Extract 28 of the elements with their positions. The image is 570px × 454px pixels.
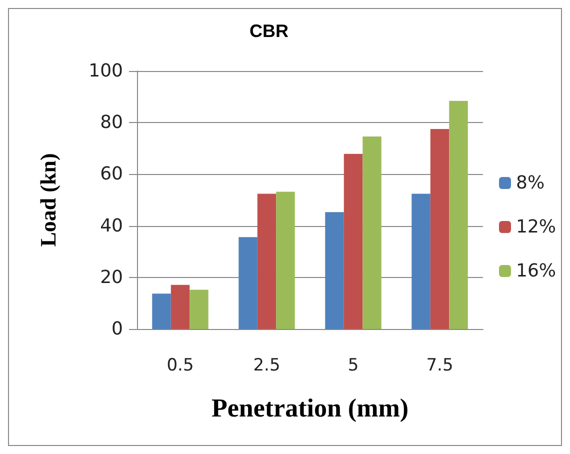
bar: [449, 100, 468, 329]
bar: [170, 284, 190, 329]
legend-label: 16%: [516, 260, 556, 282]
bar: [152, 294, 171, 329]
bar: [362, 136, 382, 329]
bar: [190, 290, 208, 329]
y-tick-label: 0: [112, 318, 123, 340]
legend-label: 12%: [516, 216, 556, 238]
bar: [276, 192, 295, 329]
x-tick-label: 0.5: [166, 356, 194, 376]
x-axis-title: Penetration (mm): [211, 394, 409, 422]
y-axis-title: Load (kn): [36, 153, 60, 247]
bar: [344, 154, 363, 329]
x-tick-label: 5: [348, 356, 359, 376]
x-tick-label: 2.5: [253, 356, 280, 376]
bar: [325, 212, 344, 329]
y-tick-label: 40: [100, 215, 123, 236]
bar: [412, 194, 430, 329]
y-tick-label: 80: [100, 112, 123, 134]
legend-label: 8%: [516, 172, 545, 194]
y-tick-label: 100: [88, 60, 123, 82]
bar: [238, 237, 258, 329]
y-tick-label: 60: [100, 164, 123, 185]
chart-title: CBR: [250, 21, 288, 41]
y-tick-label: 20: [100, 266, 123, 288]
x-tick-label: 7.5: [426, 356, 454, 376]
bar: [430, 129, 450, 329]
bar: [257, 194, 276, 329]
